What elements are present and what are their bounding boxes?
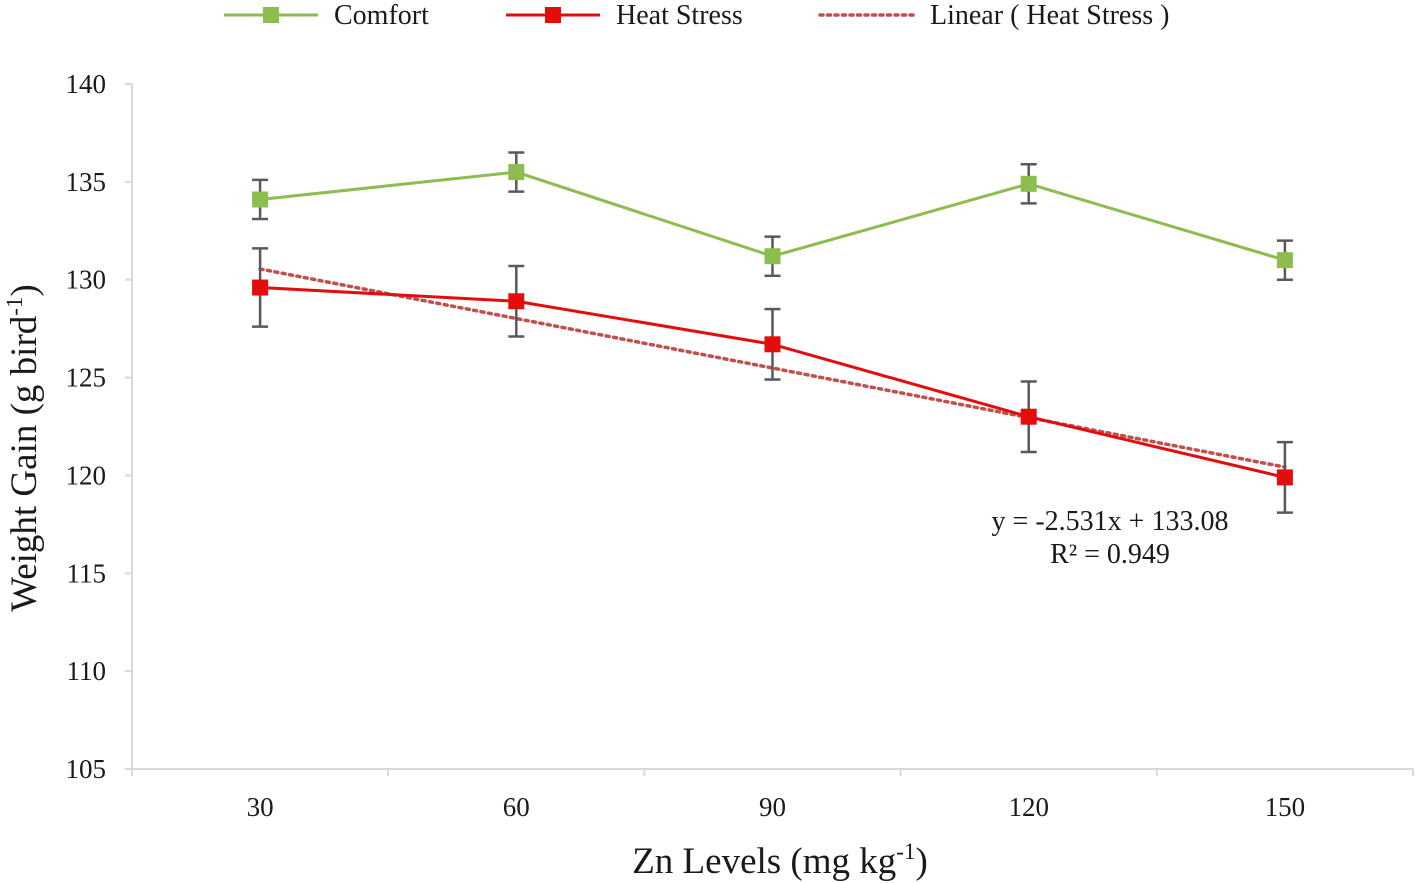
plot-area xyxy=(252,151,1293,514)
y-tick-label: 125 xyxy=(66,363,107,393)
legend-item-heat-stress: Heat Stress xyxy=(506,0,743,31)
x-axis: 30 60 90 120 150 xyxy=(131,768,1414,822)
y-tick-label: 115 xyxy=(67,558,107,588)
x-axis-title-superscript: -1 xyxy=(896,839,915,864)
data-point xyxy=(508,164,525,181)
series-comfort xyxy=(252,151,1293,281)
y-tick-label: 105 xyxy=(66,754,107,784)
legend-label-trendline: Linear ( Heat Stress ) xyxy=(930,0,1169,31)
legend-marker-comfort xyxy=(263,7,279,23)
data-point xyxy=(252,191,269,208)
y-tick-label: 140 xyxy=(66,69,107,99)
data-point xyxy=(1276,469,1293,486)
trendline-equation: y = -2.531x + 133.08 xyxy=(992,506,1229,537)
legend-marker-heat-stress xyxy=(545,7,561,23)
x-axis-title-tail: ) xyxy=(915,841,927,882)
x-axis-title: Zn Levels (mg kg-1) xyxy=(632,839,928,882)
y-axis-title-tail: ) xyxy=(4,284,45,296)
data-point xyxy=(1020,408,1037,425)
legend-item-linear-heat-stress: Linear ( Heat Stress ) xyxy=(818,0,1169,31)
legend-label-comfort: Comfort xyxy=(334,0,429,31)
y-axis-title-superscript: -1 xyxy=(2,297,27,316)
y-tick-label: 120 xyxy=(66,460,107,490)
x-tick-label: 60 xyxy=(503,792,530,822)
y-axis-title: Weight Gain (g bird-1) xyxy=(2,284,45,612)
data-point xyxy=(1276,252,1293,269)
legend: Comfort Heat Stress Linear ( Heat Stress… xyxy=(224,0,1169,31)
y-axis: 105 110 115 120 125 130 135 140 xyxy=(66,69,133,784)
legend-label-heat-stress: Heat Stress xyxy=(616,0,743,31)
data-point xyxy=(764,336,781,353)
x-tick-label: 90 xyxy=(759,792,786,822)
data-point xyxy=(508,293,525,310)
x-tick-label: 120 xyxy=(1008,792,1049,822)
legend-item-comfort: Comfort xyxy=(224,0,429,31)
y-tick-label: 110 xyxy=(67,656,107,686)
series-heat-stress xyxy=(252,247,1293,514)
y-tick-label: 130 xyxy=(66,265,107,295)
data-point xyxy=(764,248,781,265)
x-tick-label: 30 xyxy=(247,792,274,822)
y-axis-title-main: Weight Gain (g bird xyxy=(4,315,45,612)
trendline-r-squared: R² = 0.949 xyxy=(1050,539,1170,570)
data-point xyxy=(252,279,269,296)
data-point xyxy=(1020,175,1037,192)
y-tick-label: 135 xyxy=(66,167,107,197)
x-tick-label: 150 xyxy=(1265,792,1306,822)
x-axis-title-main: Zn Levels (mg kg xyxy=(632,841,896,882)
